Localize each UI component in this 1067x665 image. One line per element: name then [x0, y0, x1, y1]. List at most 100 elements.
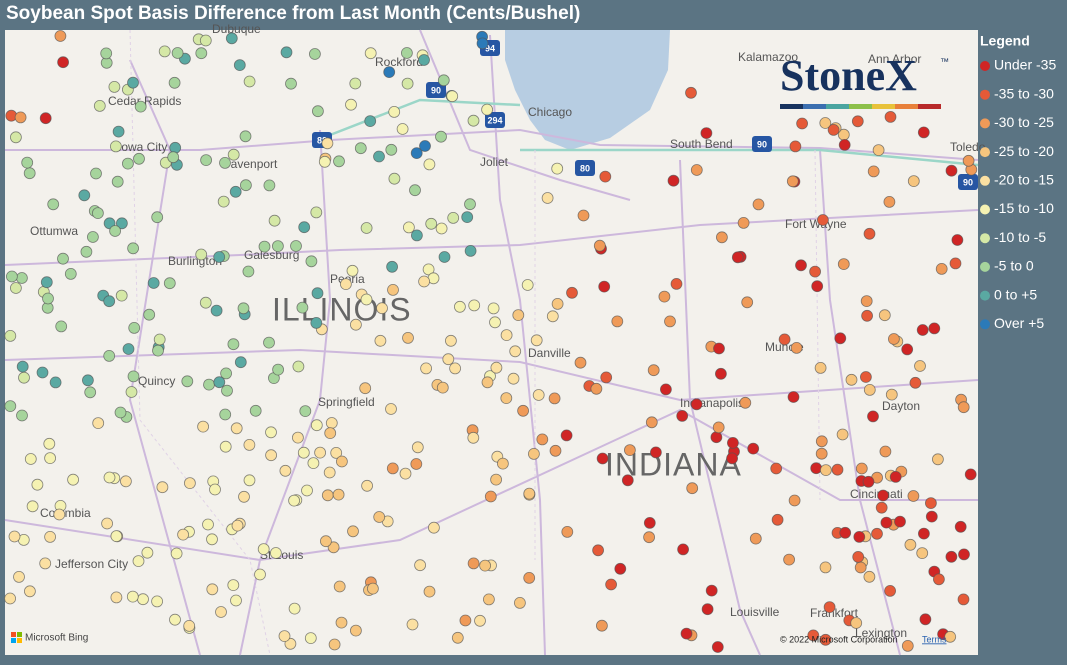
- location-dot: [919, 613, 932, 626]
- location-dot: [880, 516, 893, 529]
- location-dot: [288, 602, 301, 615]
- location-dot: [402, 331, 414, 344]
- location-dot: [739, 396, 752, 409]
- location-dot: [103, 295, 116, 308]
- location-dot: [57, 56, 69, 69]
- location-dot: [624, 444, 636, 457]
- location-dot: [410, 229, 423, 242]
- location-dot: [418, 275, 431, 288]
- location-dot: [47, 198, 60, 211]
- location-dot: [396, 123, 409, 135]
- highway-number: 88: [317, 135, 327, 145]
- location-dot: [664, 315, 676, 328]
- location-dot: [918, 527, 930, 540]
- location-dot: [183, 477, 196, 490]
- location-dot: [878, 309, 891, 322]
- location-dot: [133, 152, 145, 165]
- location-dot: [423, 158, 436, 171]
- location-dot: [54, 30, 67, 42]
- location-dot: [361, 479, 374, 492]
- location-dot: [819, 633, 832, 646]
- location-dot: [387, 283, 399, 296]
- location-dot: [239, 130, 252, 143]
- city-label: Chicago: [528, 105, 572, 119]
- location-dot: [599, 170, 612, 183]
- legend-swatch: [980, 204, 990, 215]
- location-dot: [438, 251, 451, 263]
- location-dot: [850, 617, 863, 629]
- terms-link[interactable]: Terms: [922, 634, 947, 644]
- location-dot: [435, 222, 448, 235]
- location-dot: [423, 585, 436, 598]
- city-label: Davenport: [222, 157, 278, 171]
- location-dot: [4, 592, 17, 605]
- location-dot: [305, 255, 318, 268]
- location-dot: [523, 487, 536, 500]
- location-dot: [359, 382, 372, 395]
- location-dot: [310, 316, 323, 329]
- location-dot: [854, 561, 867, 574]
- location-dot: [474, 614, 486, 627]
- location-dot: [867, 410, 879, 423]
- location-dot: [114, 406, 127, 419]
- location-dot: [862, 475, 875, 488]
- location-dot: [311, 287, 324, 300]
- location-dot: [660, 383, 672, 396]
- location-dot: [614, 562, 627, 575]
- location-dot: [100, 47, 113, 60]
- location-dot: [127, 242, 140, 255]
- location-dot: [425, 217, 438, 230]
- location-dot: [330, 446, 343, 459]
- location-dot: [112, 125, 125, 138]
- location-dot: [945, 550, 958, 563]
- location-dot: [749, 532, 762, 545]
- location-dot: [328, 638, 341, 651]
- location-dot: [366, 582, 379, 595]
- location-dot: [242, 265, 255, 278]
- location-dot: [716, 231, 728, 244]
- location-dot: [333, 580, 346, 593]
- location-dot: [541, 192, 554, 204]
- location-dot: [877, 489, 889, 502]
- location-dot: [592, 544, 604, 557]
- location-dot: [414, 559, 427, 572]
- location-dot: [422, 263, 435, 276]
- city-label: Cedar Rapids: [108, 94, 181, 108]
- city-label: Ottumwa: [30, 224, 78, 238]
- city-label: Rockford: [375, 55, 423, 69]
- location-dot: [15, 272, 28, 284]
- location-dot: [163, 277, 176, 290]
- location-dot: [435, 130, 447, 143]
- location-dot: [815, 435, 828, 448]
- location-dot: [84, 386, 97, 399]
- location-dot: [116, 217, 128, 230]
- location-dot: [49, 376, 62, 389]
- location-dot: [265, 449, 278, 462]
- legend-label: -20 to -15: [994, 172, 1054, 188]
- location-dot: [64, 267, 77, 280]
- location-dot: [860, 295, 873, 308]
- location-dot: [238, 490, 250, 503]
- location-dot: [453, 300, 466, 313]
- location-dot: [280, 46, 293, 59]
- location-dot: [202, 518, 214, 531]
- location-dot: [713, 342, 725, 355]
- location-dot: [464, 244, 477, 257]
- city-label: Iowa City: [118, 140, 167, 154]
- location-dot: [195, 248, 208, 261]
- highway-shield: [426, 82, 446, 98]
- location-dot: [122, 157, 134, 170]
- location-dot: [101, 517, 113, 530]
- city-label: Columbia: [40, 506, 91, 520]
- location-dot: [796, 117, 808, 130]
- location-dot: [153, 333, 166, 346]
- location-dot: [643, 531, 655, 544]
- state-label: ILLINOIS: [272, 291, 412, 327]
- location-dot: [935, 262, 948, 275]
- location-dot: [230, 422, 243, 435]
- state-borders: [129, 29, 821, 656]
- location-dot: [815, 447, 828, 460]
- location-dot: [690, 164, 703, 176]
- location-dot: [156, 481, 169, 494]
